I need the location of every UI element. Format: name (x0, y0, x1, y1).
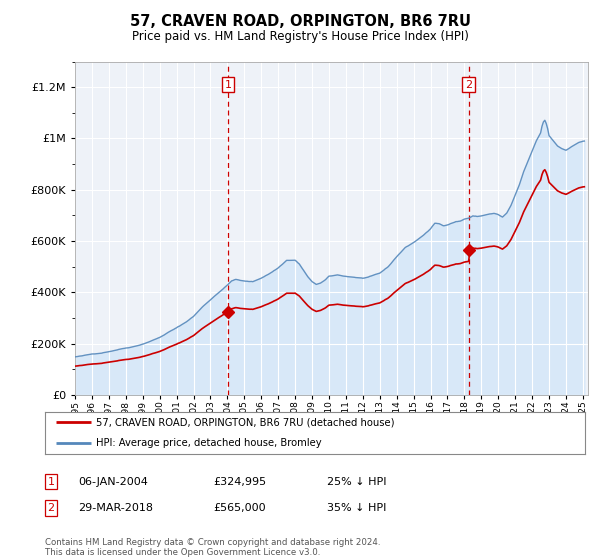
Text: £565,000: £565,000 (213, 503, 266, 513)
Text: HPI: Average price, detached house, Bromley: HPI: Average price, detached house, Brom… (96, 438, 322, 448)
Text: 29-MAR-2018: 29-MAR-2018 (78, 503, 153, 513)
Text: 57, CRAVEN ROAD, ORPINGTON, BR6 7RU: 57, CRAVEN ROAD, ORPINGTON, BR6 7RU (130, 14, 470, 29)
Text: 25% ↓ HPI: 25% ↓ HPI (327, 477, 386, 487)
Text: 06-JAN-2004: 06-JAN-2004 (78, 477, 148, 487)
Text: Price paid vs. HM Land Registry's House Price Index (HPI): Price paid vs. HM Land Registry's House … (131, 30, 469, 43)
Text: 1: 1 (224, 80, 232, 90)
Text: 57, CRAVEN ROAD, ORPINGTON, BR6 7RU (detached house): 57, CRAVEN ROAD, ORPINGTON, BR6 7RU (det… (96, 417, 395, 427)
Text: £324,995: £324,995 (213, 477, 266, 487)
Text: 2: 2 (465, 80, 472, 90)
Text: 1: 1 (47, 477, 55, 487)
Text: 2: 2 (47, 503, 55, 513)
Text: Contains HM Land Registry data © Crown copyright and database right 2024.
This d: Contains HM Land Registry data © Crown c… (45, 538, 380, 557)
Text: 35% ↓ HPI: 35% ↓ HPI (327, 503, 386, 513)
